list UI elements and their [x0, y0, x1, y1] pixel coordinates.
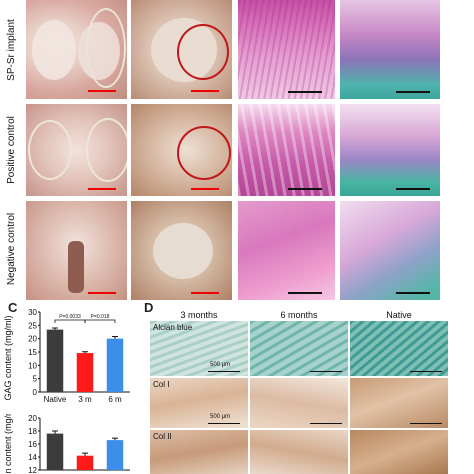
panel-letter-c: C	[8, 300, 18, 315]
gag-sig-label: P=0.018	[91, 314, 110, 320]
collagen-chart: agen content (mg/ml) 12 14 16 18 20	[3, 414, 130, 474]
photo-knee-negative	[26, 201, 127, 300]
gag-ytick-label: 10	[28, 361, 37, 370]
scale-bar	[208, 423, 240, 424]
scale-bar	[191, 188, 219, 190]
collagen-ytick-label: 16	[28, 440, 37, 449]
scale-bar	[208, 371, 240, 372]
scale-bar	[288, 91, 322, 93]
photo-he-stain-positive	[238, 104, 335, 196]
scale-bar	[396, 188, 430, 190]
collagen-bar	[46, 433, 64, 470]
scale-bar	[88, 292, 116, 294]
scale-text: 500 μm	[210, 362, 231, 368]
col-ii-native	[350, 430, 448, 474]
gag-sig-bracket	[84, 319, 116, 323]
photo-knee-positive	[26, 104, 127, 196]
stain-label-col-ii: Col II	[153, 432, 172, 441]
gag-plot-area: 0 5 10 15 20 25 30 Native 3 m 6 m P=0.0033 P=0.018	[28, 308, 130, 404]
tissue-streaks	[238, 104, 335, 196]
gag-bar	[46, 329, 64, 392]
stain-label-alcian-blue: Alcian blue	[153, 323, 193, 332]
scale-bar	[288, 188, 322, 190]
gag-ytick-label: 15	[28, 348, 37, 357]
gag-ytick-label: 5	[33, 375, 38, 384]
collagen-ylabel: agen content (mg/ml)	[3, 414, 13, 474]
highlight-circle	[177, 24, 229, 80]
scale-bar	[396, 292, 430, 294]
scale-text: 500 μm	[210, 414, 231, 420]
gag-ylabel: GAG content (mg/ml)	[3, 315, 13, 400]
stain-label-col-i: Col I	[153, 380, 170, 389]
gag-category-label: Native	[44, 395, 67, 404]
scale-bar	[88, 90, 116, 92]
photo-he-stain-sp-sr	[238, 0, 335, 99]
scale-bar	[396, 91, 430, 93]
gag-sig-bracket	[54, 319, 86, 323]
scale-bar	[410, 423, 442, 424]
gag-ytick-label: 20	[28, 335, 37, 344]
collagen-ytick-label: 12	[28, 466, 37, 474]
row-label-negative-control: Negative control	[6, 212, 17, 286]
col-ii-6-months	[250, 430, 348, 474]
femoral-notch	[68, 241, 84, 293]
photo-joint-positive	[131, 104, 232, 196]
joint-surface	[153, 223, 213, 279]
collagen-ytick-label: 20	[28, 414, 37, 423]
photo-he-stain-negative	[238, 201, 335, 300]
alcian-blue-3-months: Alcian blue 500 μm	[150, 321, 248, 376]
col-i-native	[350, 378, 448, 428]
col-ii-3-months: Col II	[150, 430, 248, 474]
photo-knee-sp-sr	[26, 0, 127, 99]
column-header-6-months: 6 months	[280, 310, 318, 320]
alcian-blue-native	[350, 321, 448, 376]
col-i-6-months	[250, 378, 348, 428]
femoral-condyle-left	[32, 20, 76, 80]
collagen-plot-area: 12 14 16 18 20	[28, 414, 130, 474]
photo-safranin-sp-sr	[340, 0, 440, 99]
collagen-bar	[106, 440, 124, 470]
scale-bar	[410, 371, 442, 372]
column-header-3-months: 3 months	[180, 310, 218, 320]
panel-letter-d: D	[144, 300, 154, 315]
photo-safranin-negative	[340, 201, 440, 300]
gag-chart: GAG content (mg/ml) 0 5 10 15 20 25 30 Native 3 …	[3, 308, 130, 404]
scale-bar	[88, 188, 116, 190]
column-header-native: Native	[386, 310, 412, 320]
collagen-ytick-label: 14	[28, 453, 37, 462]
gag-sig-label: P=0.0033	[59, 314, 81, 320]
gag-bar	[106, 338, 124, 392]
highlight-ellipse-right	[86, 118, 127, 182]
gag-ytick-label: 30	[28, 308, 37, 317]
highlight-ellipse-left	[28, 120, 72, 180]
gag-ytick-label: 0	[33, 388, 38, 397]
col-i-3-months: Col I 500 μm	[150, 378, 248, 428]
gag-category-label: 3 m	[78, 395, 92, 404]
scale-bar	[191, 292, 219, 294]
collagen-ytick-label: 18	[28, 427, 37, 436]
photo-joint-sp-sr	[131, 0, 232, 99]
collagen-bar	[76, 455, 94, 470]
alcian-blue-6-months	[250, 321, 348, 376]
tissue-streaks	[238, 0, 335, 99]
gag-category-label: 6 m	[108, 395, 122, 404]
photo-safranin-positive	[340, 104, 440, 196]
highlight-ellipse	[86, 8, 126, 88]
gag-bar	[76, 353, 94, 392]
scale-bar	[310, 423, 342, 424]
highlight-circle	[177, 126, 231, 180]
photo-joint-negative	[131, 201, 232, 300]
scale-bar	[191, 90, 219, 92]
scale-bar	[310, 371, 342, 372]
scale-bar	[288, 292, 322, 294]
gag-ytick-label: 25	[28, 321, 37, 330]
